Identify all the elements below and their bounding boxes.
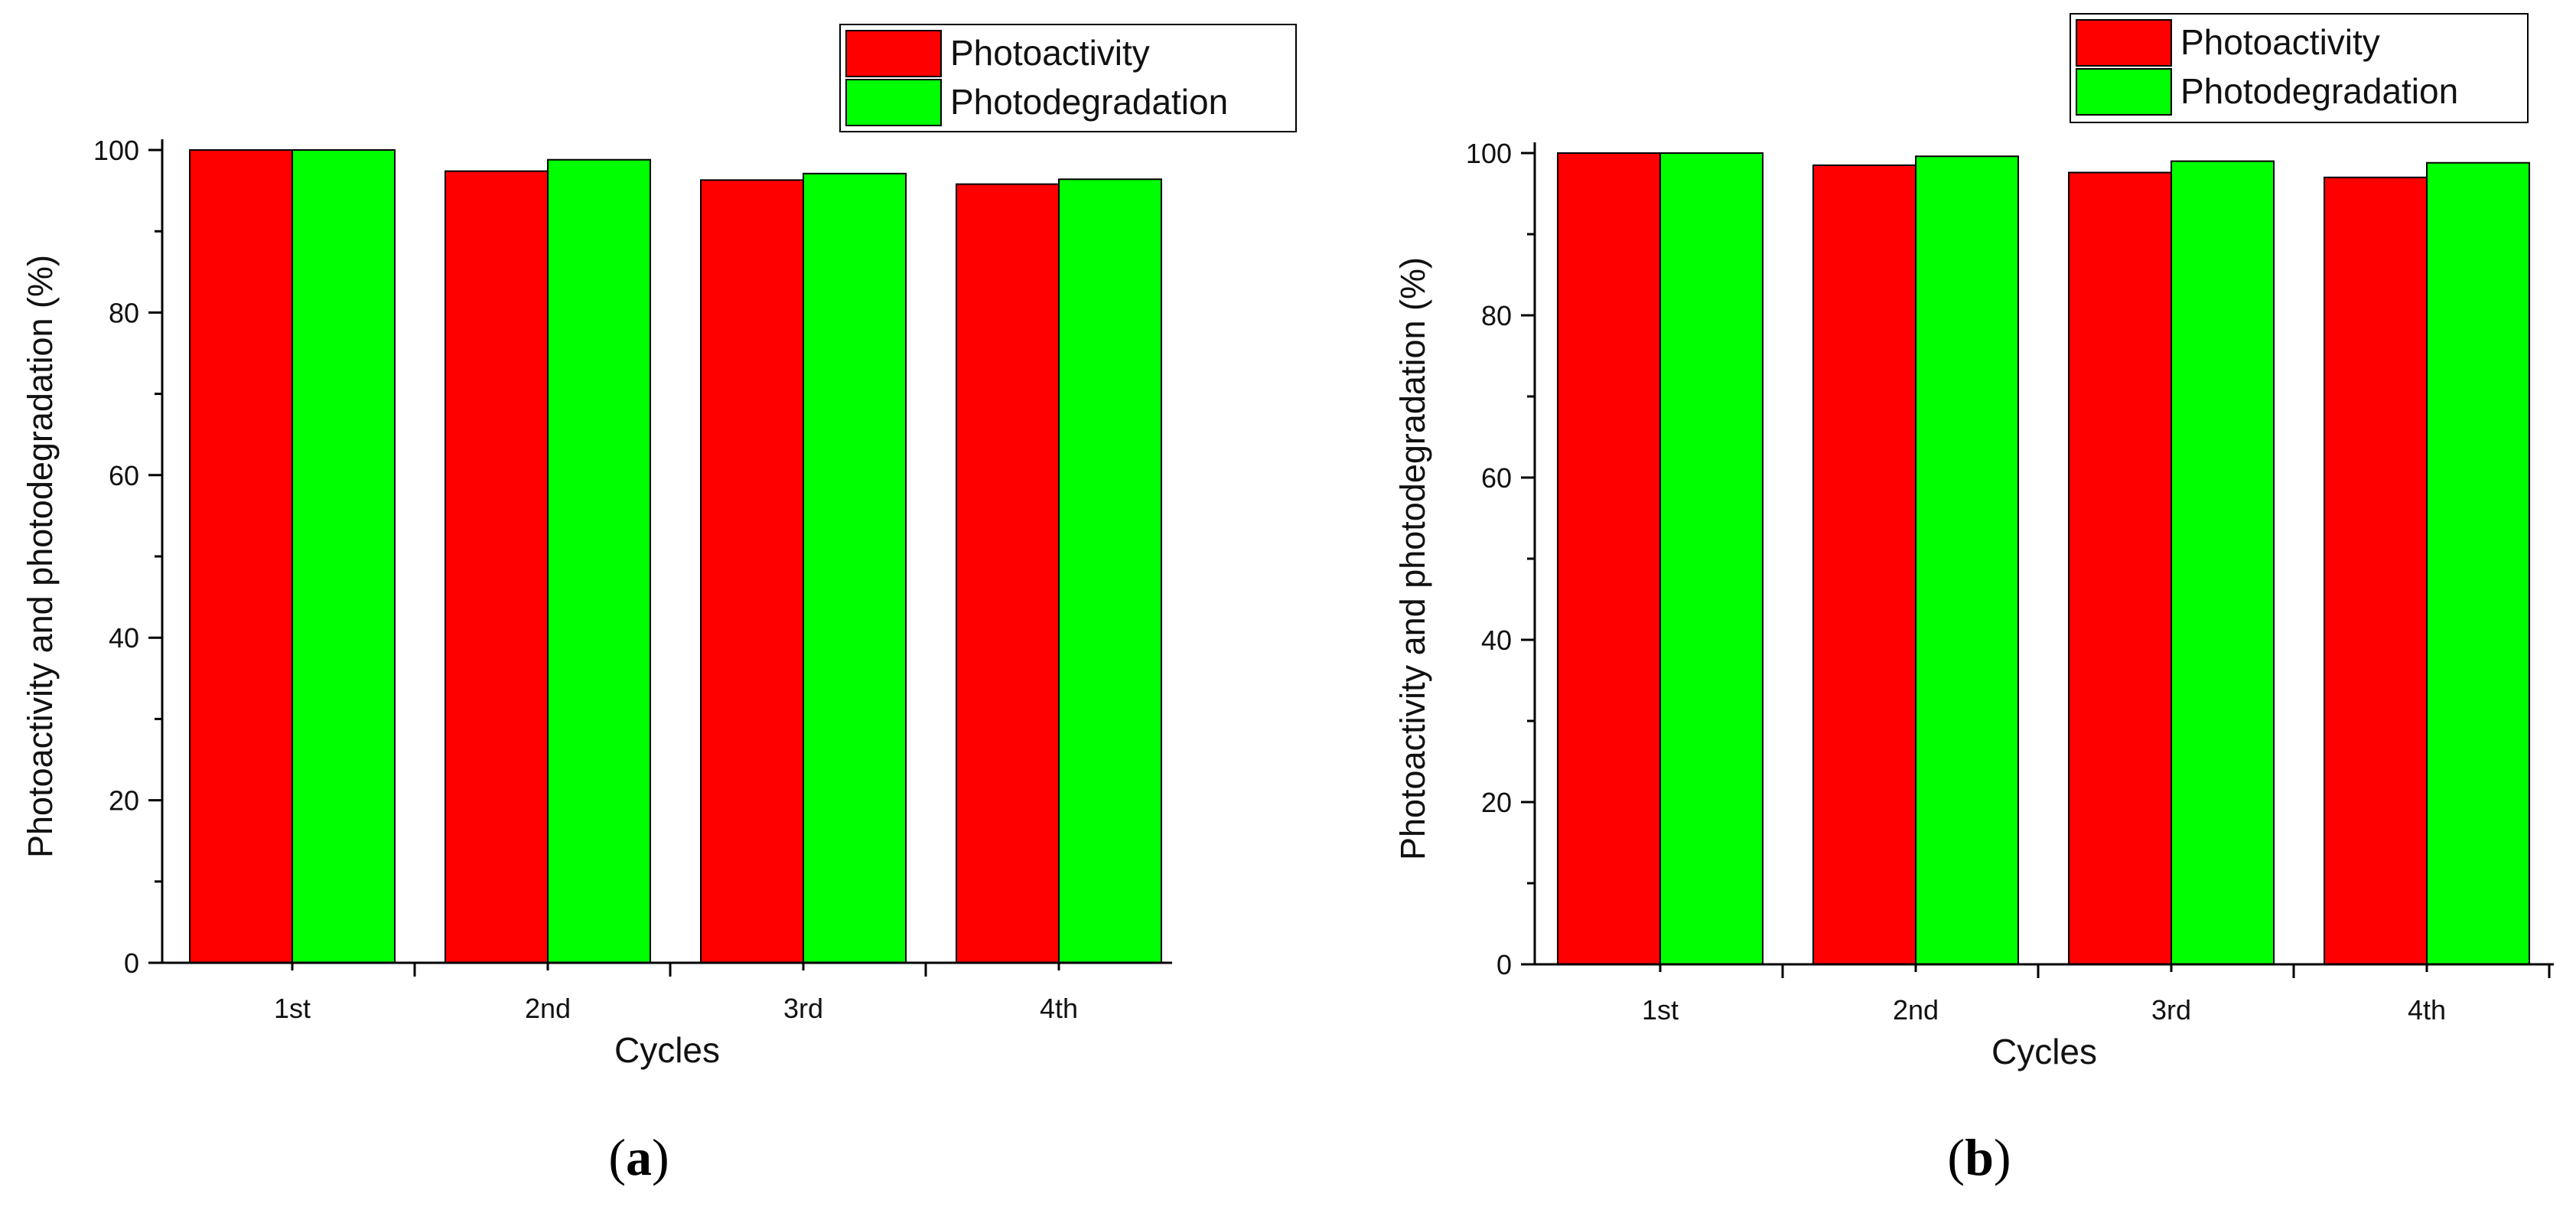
bar-photoactivity-1st [1557,152,1661,965]
y-axis-title: Photoactivity and photodegradation (%) [1393,257,1432,860]
legend-swatch-photoactivity [2076,19,2172,67]
y-tick-label: 20 [109,785,139,817]
panel-caption-b: (b) [1947,1128,2011,1186]
bar-photodegradation-4th [2426,161,2530,966]
bar-photodegradation-4th [1058,178,1162,964]
x-tick-label-4th: 4th [2408,994,2446,1026]
bar-photodegradation-3rd [803,172,907,964]
bar-photoactivity-3rd [2068,171,2172,966]
bar-photoactivity-4th [956,183,1060,964]
bar-photodegradation-3rd [2171,160,2275,966]
bar-photodegradation-2nd [1915,155,2019,966]
x-tick-label-3rd: 3rd [2151,994,2191,1026]
y-tick-label: 60 [109,460,139,491]
bar-photoactivity-1st [189,149,293,964]
y-tick-label: 40 [1481,625,1512,656]
legend-swatch-photodegradation [845,79,942,126]
y-tick-label: 60 [1481,462,1512,494]
y-tick-label: 100 [1466,138,1512,169]
legend-label-photodegradation: Photodegradation [2180,71,2458,111]
x-tick-label-2nd: 2nd [1893,994,1939,1026]
legend-label-photoactivity: Photoactivity [950,33,1150,73]
y-axis-title: Photoactivity and photodegradation (%) [21,255,60,858]
legend-label-photodegradation: Photodegradation [950,82,1228,122]
bar-photoactivity-3rd [700,179,804,964]
y-tick-label: 40 [109,622,139,654]
x-tick-label-3rd: 3rd [783,993,823,1024]
bar-photoactivity-4th [2324,176,2428,965]
panel-caption-a: (a) [608,1128,669,1186]
bar-photoactivity-2nd [1812,164,1917,965]
x-axis-title: Cycles [614,1030,720,1070]
legend-swatch-photodegradation [2076,68,2172,116]
legend-swatch-photoactivity [845,30,942,77]
x-tick-label-2nd: 2nd [525,993,571,1024]
bar-photodegradation-2nd [547,158,651,964]
y-tick-label: 0 [1496,949,1512,980]
y-tick-label: 100 [93,135,139,166]
x-axis-title: Cycles [1991,1032,2097,1071]
chart-panel-a: 0 20 40 60 80 100 1st 2nd 3rd 4th Cycles Photoactiv… [21,24,1297,1186]
y-tick-label: 20 [1481,787,1512,818]
bar-photodegradation-1st [1659,152,1763,965]
legend-label-photoactivity: Photoactivity [2180,22,2380,62]
bar-photodegradation-1st [291,149,396,964]
x-tick-label-4th: 4th [1040,993,1078,1024]
x-tick-label-1st: 1st [274,993,311,1024]
y-tick-label: 80 [1481,300,1512,331]
y-tick-label: 80 [109,297,139,328]
chart-panel-b: 0 20 40 60 80 100 1st 2nd 3rd 4th Cycles Photoactiv… [1393,13,2554,1186]
x-tick-label-1st: 1st [1642,994,1679,1026]
bar-photoactivity-2nd [445,170,549,964]
y-tick-label: 0 [124,947,139,979]
